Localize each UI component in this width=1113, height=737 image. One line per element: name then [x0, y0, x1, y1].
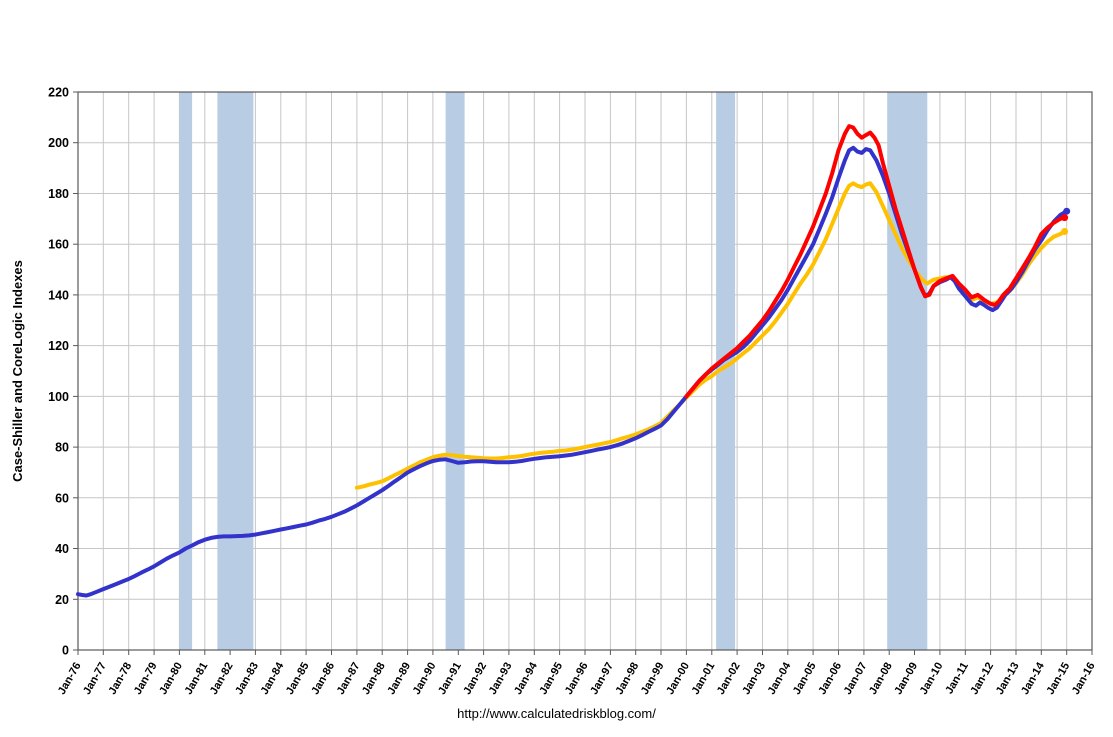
source-url: http://www.calculatedriskblog.com/	[457, 706, 656, 721]
svg-text:220: 220	[48, 86, 69, 100]
svg-text:100: 100	[48, 390, 69, 404]
svg-text:200: 200	[48, 136, 69, 150]
svg-text:60: 60	[55, 491, 69, 505]
svg-text:Case-Shiller and CoreLogic Ind: Case-Shiller and CoreLogic Indexes	[10, 260, 25, 482]
svg-text:140: 140	[48, 288, 69, 302]
svg-text:0: 0	[62, 644, 69, 658]
svg-text:40: 40	[55, 542, 69, 556]
svg-text:20: 20	[55, 593, 69, 607]
svg-text:160: 160	[48, 238, 69, 252]
svg-text:180: 180	[48, 187, 69, 201]
svg-text:120: 120	[48, 339, 69, 353]
svg-text:80: 80	[55, 441, 69, 455]
